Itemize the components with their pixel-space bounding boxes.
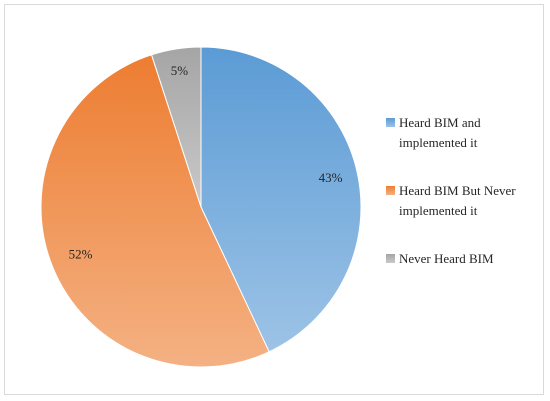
pie-slice-never-heard xyxy=(150,46,202,208)
pie-slice-implemented xyxy=(200,46,362,353)
legend-item-never-heard: Never Heard BIM xyxy=(386,249,536,269)
legend-label: Heard BIM and implemented it xyxy=(399,115,481,150)
legend-label: Never Heard BIM xyxy=(399,251,494,266)
slice-label-never-implemented: 52% xyxy=(69,247,93,262)
legend-swatch xyxy=(386,254,395,263)
slice-label-never-heard: 5% xyxy=(171,63,189,78)
legend-item-never-implemented: Heard BIM But Never implemented it xyxy=(386,181,536,221)
legend-swatch xyxy=(386,186,395,195)
legend: Heard BIM and implemented it Heard BIM B… xyxy=(386,113,536,269)
legend-item-implemented: Heard BIM and implemented it xyxy=(386,113,536,153)
legend-swatch xyxy=(386,118,395,127)
legend-label: Heard BIM But Never implemented it xyxy=(399,183,516,218)
slice-label-implemented: 43% xyxy=(319,170,343,185)
pie-slice-never-implemented xyxy=(40,54,270,368)
